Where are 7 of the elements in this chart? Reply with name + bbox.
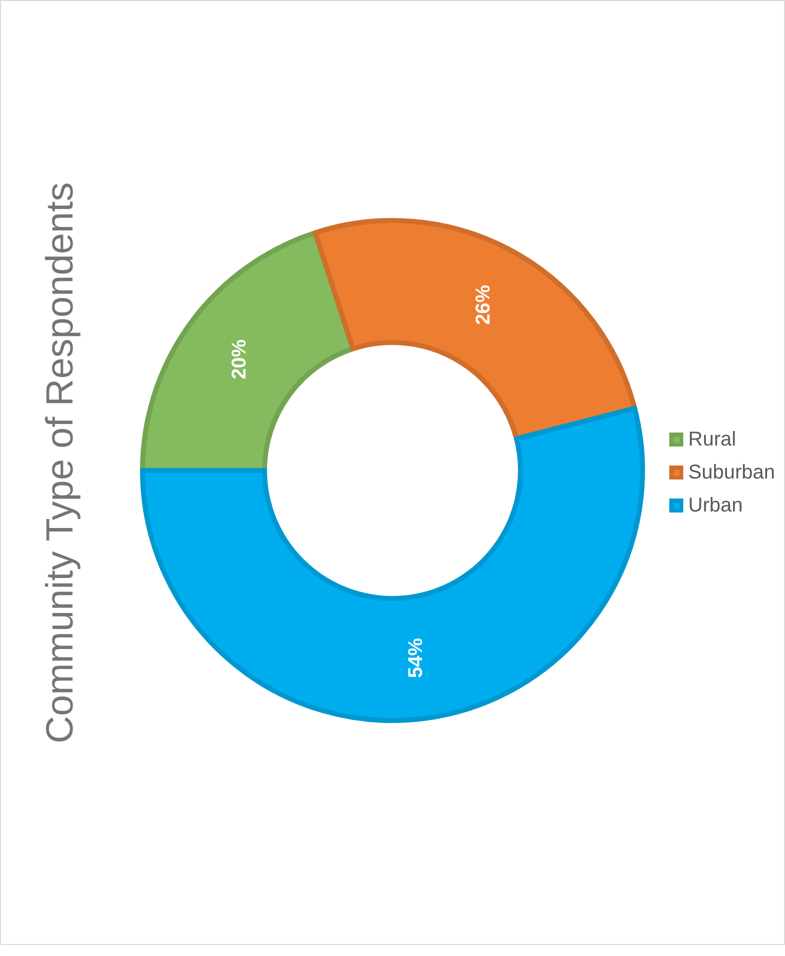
- text: Community Type of Respondents: [40, 182, 82, 744]
- legend-label: Urban: [688, 494, 743, 517]
- legend-label: Suburban: [688, 461, 775, 484]
- data-label: 54%: [405, 638, 428, 678]
- data-label: 26%: [472, 284, 495, 325]
- legend-label: Rural: [688, 428, 736, 451]
- data-label: 20%: [228, 339, 251, 380]
